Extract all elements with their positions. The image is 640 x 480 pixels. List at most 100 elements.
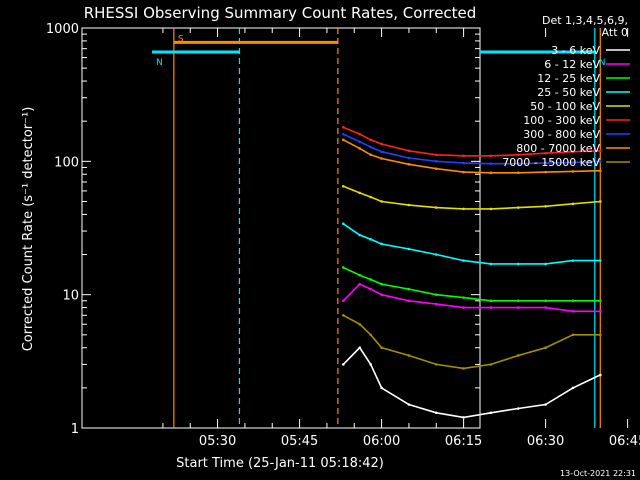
series-point (544, 403, 547, 406)
series-point (489, 306, 493, 309)
series-line-4 (343, 185, 601, 210)
series-point (516, 354, 520, 357)
series-point (434, 253, 438, 256)
series-point (598, 160, 602, 163)
series-point (516, 407, 520, 410)
series-point (358, 322, 362, 326)
series-point (434, 206, 438, 209)
series-line-5 (342, 126, 601, 157)
series-point (489, 171, 493, 175)
series-point (434, 411, 438, 415)
flag-label: N (599, 58, 606, 68)
series-point (544, 262, 547, 266)
series-point (369, 333, 372, 337)
series-point (598, 299, 602, 303)
series-point (380, 142, 383, 146)
series-point (407, 299, 411, 303)
series-point (380, 386, 383, 390)
series-point (571, 170, 575, 173)
series-point (407, 149, 411, 153)
series-point (462, 207, 465, 211)
series-point (516, 171, 520, 175)
series-point (358, 191, 362, 195)
series-point (380, 346, 383, 350)
series-line-3 (342, 223, 601, 265)
series-point (369, 138, 372, 142)
chart-title: RHESSI Observing Summary Count Rates, Co… (84, 4, 477, 22)
flag-label: S (178, 34, 184, 44)
series-point (369, 145, 372, 149)
series-point (342, 132, 345, 136)
series-point (462, 161, 465, 165)
series-point (571, 310, 575, 313)
series-point (380, 242, 383, 246)
series-point (342, 363, 345, 366)
series-point (380, 150, 383, 154)
y-tick-label: 1 (71, 422, 79, 437)
series-line-0 (342, 346, 601, 419)
series-point (358, 147, 362, 150)
series-point (489, 162, 493, 165)
series-point (598, 169, 602, 173)
x-tick-label: 06:45 (609, 434, 640, 449)
footer-timestamp: 13-Oct-2021 22:31 (560, 469, 636, 478)
series-point (489, 207, 493, 211)
series-point (516, 206, 520, 209)
series-point (434, 153, 438, 157)
series-point (342, 184, 345, 188)
series-point (380, 293, 383, 296)
legend-header: Det 1,3,4,5,6,9, (542, 14, 628, 27)
series-point (342, 299, 345, 303)
y-tick-label: 10 (62, 289, 79, 304)
series-point (407, 156, 411, 160)
plot-area: 1 10 100 1000 05:30 05:45 06:00 06:15 06:30 06:45… (46, 22, 640, 449)
series-point (544, 161, 547, 165)
series-point (598, 310, 602, 313)
series-point (462, 416, 465, 419)
series-point (544, 151, 547, 155)
series-line-1 (342, 283, 601, 313)
legend-entry: 6 - 12 keV (544, 58, 600, 71)
series-point (369, 287, 372, 291)
series-point (544, 170, 547, 174)
x-tick-label: 06:30 (527, 434, 564, 449)
series-point (598, 200, 602, 203)
series-line-2 (342, 266, 601, 302)
series-point (434, 293, 438, 296)
series-point (516, 299, 520, 303)
x-axis-label: Start Time (25-Jan-11 05:18:42) (176, 456, 384, 471)
series-point (544, 346, 547, 350)
series-point (544, 299, 547, 303)
series-point (434, 302, 438, 306)
y-axis-label: Corrected Count Rate (s⁻¹ detector⁻¹) (21, 107, 36, 352)
series-point (571, 150, 575, 154)
series-point (407, 403, 411, 406)
series-point (462, 170, 465, 174)
series-point (369, 153, 372, 157)
x-tick-label: 06:00 (363, 434, 400, 449)
series-point (434, 160, 438, 163)
series-point (571, 202, 575, 206)
plot-frame (81, 27, 481, 429)
series-point (489, 262, 493, 266)
series-point (516, 262, 520, 266)
legend-entry: 300 - 800 keV (523, 128, 600, 141)
legend-entry: 100 - 300 keV (523, 114, 600, 127)
series-point (407, 354, 411, 357)
series-line-6 (342, 133, 601, 165)
legend-entry: 3 - 6 keV (551, 44, 600, 57)
series-point (407, 163, 411, 166)
flag-label: N (156, 58, 163, 68)
series-point (407, 203, 411, 207)
series-point (380, 200, 383, 203)
series-point (489, 154, 493, 158)
series-point (342, 266, 345, 269)
series-point (489, 411, 493, 415)
series-point (407, 247, 411, 251)
series-point (358, 132, 362, 136)
series-point (571, 333, 575, 337)
series-point (358, 140, 362, 144)
series-point (369, 195, 372, 199)
